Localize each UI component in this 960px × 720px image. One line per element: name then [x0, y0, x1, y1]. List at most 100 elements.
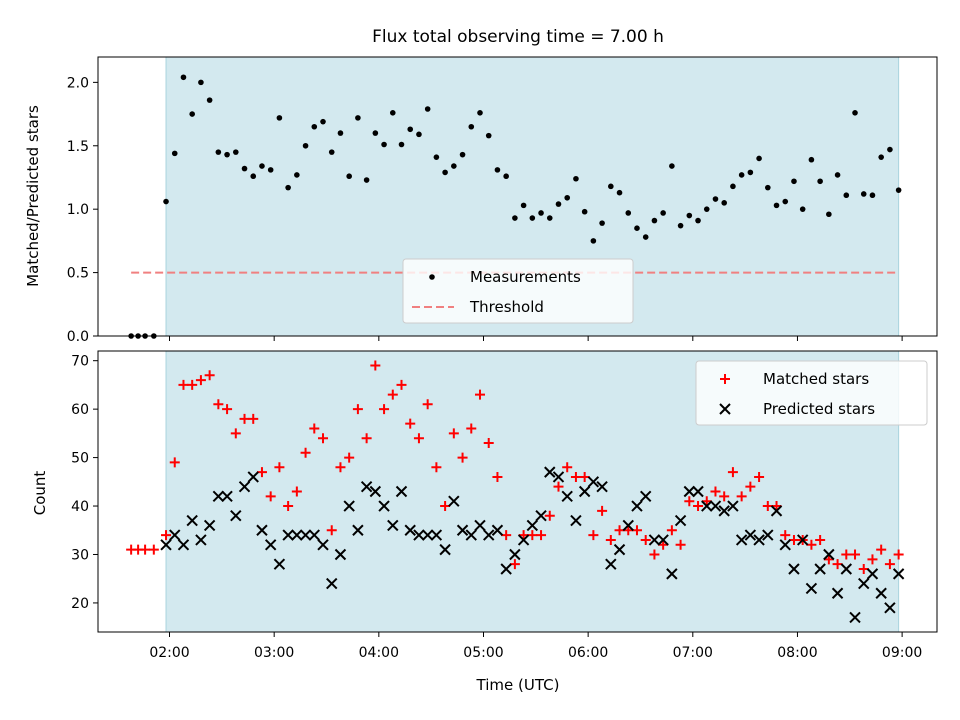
- predicted-star-point: [875, 587, 887, 599]
- x-tick-label: 09:00: [882, 645, 922, 661]
- x-tick-label: 04:00: [359, 645, 399, 661]
- matched-star-point: [300, 447, 311, 458]
- bottom-y-tick-label: 50: [71, 451, 89, 467]
- predicted-star-point: [840, 563, 853, 575]
- matched-star-point: [850, 549, 861, 560]
- predicted-star-point: [823, 548, 835, 561]
- measurement-point: [259, 163, 265, 169]
- matched-star-point: [344, 452, 355, 463]
- matched-star-point: [736, 491, 747, 502]
- measurement-point: [232, 149, 239, 155]
- predicted-star-point: [605, 558, 617, 570]
- measurement-point: [782, 198, 789, 205]
- matched-star-point: [466, 423, 477, 434]
- measurement-point: [372, 130, 379, 136]
- measurement-point: [215, 149, 222, 155]
- measurement-point: [320, 118, 326, 125]
- predicted-star-point: [526, 519, 539, 532]
- matched-star-point: [379, 404, 390, 415]
- matched-star-point: [658, 539, 669, 550]
- predicted-star-point: [858, 577, 870, 590]
- measurement-point: [773, 202, 780, 209]
- predicted-star-point: [788, 563, 800, 575]
- predicted-star-point: [360, 480, 373, 493]
- measurement-point: [433, 154, 440, 160]
- measurement-point: [276, 115, 283, 121]
- predicted-star-point: [221, 490, 233, 503]
- measurement-point: [895, 187, 902, 193]
- matched-star-point: [710, 486, 721, 497]
- measurement-point: [337, 130, 344, 136]
- predicted-star-point: [692, 485, 704, 498]
- measurement-point: [302, 142, 309, 149]
- measurement-point: [241, 165, 248, 172]
- predicted-star-point: [753, 534, 765, 546]
- matched-star-point: [684, 496, 695, 507]
- bottom-axes-frame: [97, 350, 938, 633]
- measurement-point: [189, 111, 195, 117]
- matched-star-point: [387, 389, 398, 400]
- matched-star-point: [483, 438, 494, 449]
- matched-star-point: [204, 370, 215, 381]
- predicted-star-point: [291, 529, 303, 541]
- x-tick-label: 05:00: [463, 645, 503, 661]
- measurement-point: [424, 106, 431, 112]
- predicted-star-point: [892, 568, 905, 580]
- predicted-star-point: [334, 548, 347, 561]
- top-y-tick-label: 1.5: [67, 139, 89, 155]
- matched-star-point: [335, 462, 346, 473]
- matched-star-point: [274, 462, 285, 473]
- matched-star-point: [440, 501, 451, 512]
- matched-star-point: [140, 544, 151, 555]
- matched-star-point: [222, 404, 233, 415]
- measurement-point: [860, 191, 867, 197]
- measurement-point: [878, 154, 884, 160]
- matched-star-point: [815, 534, 826, 545]
- matched-star-point: [370, 360, 381, 371]
- matched-star-point: [579, 471, 590, 482]
- matched-star-point: [745, 481, 756, 492]
- chart-title: Flux total observing time = 7.00 h: [372, 27, 664, 47]
- predicted-star-point: [352, 524, 364, 536]
- predicted-star-point: [674, 514, 687, 527]
- predicted-star-point: [186, 514, 198, 527]
- matched-star-point: [474, 389, 485, 400]
- predicted-star-point: [517, 534, 530, 546]
- legend-label: Measurements: [470, 268, 581, 286]
- measurement-point: [224, 151, 230, 158]
- legend-label: Matched stars: [763, 370, 869, 388]
- predicted-star-point: [273, 558, 286, 570]
- predicted-star-point: [369, 485, 382, 498]
- legend-dot-icon: [429, 274, 435, 280]
- predicted-star-point: [491, 524, 504, 536]
- top-y-axis-label: Matched/Predicted stars: [24, 105, 42, 287]
- measurement-point: [756, 155, 762, 162]
- measurement-point: [834, 172, 841, 178]
- bottom-y-tick-label: 30: [71, 547, 89, 563]
- matched-star-point: [422, 399, 433, 410]
- predicted-star-point: [770, 505, 783, 517]
- matched-star-point: [614, 525, 625, 536]
- matched-star-point: [457, 452, 468, 463]
- matched-star-point: [553, 481, 564, 492]
- predicted-star-point: [762, 529, 774, 541]
- matched-star-point: [361, 433, 372, 444]
- legend-box: [695, 360, 928, 426]
- top-axes-frame: [97, 56, 938, 337]
- predicted-star-point: [395, 485, 408, 498]
- matched-star-point: [640, 534, 651, 545]
- matched-star-point: [788, 534, 799, 545]
- predicted-star-point: [657, 534, 669, 546]
- measurement-point: [163, 198, 169, 205]
- matched-star-point: [527, 530, 538, 541]
- predicted-star-point: [238, 480, 251, 493]
- matched-star-point: [605, 534, 616, 545]
- predicted-star-point: [317, 539, 329, 551]
- measurement-point: [529, 215, 536, 221]
- measurement-point: [669, 163, 675, 169]
- predicted-star-point: [439, 543, 451, 556]
- predicted-star-point: [378, 500, 390, 512]
- matched-star-point: [832, 559, 843, 570]
- measurement-point: [581, 208, 588, 215]
